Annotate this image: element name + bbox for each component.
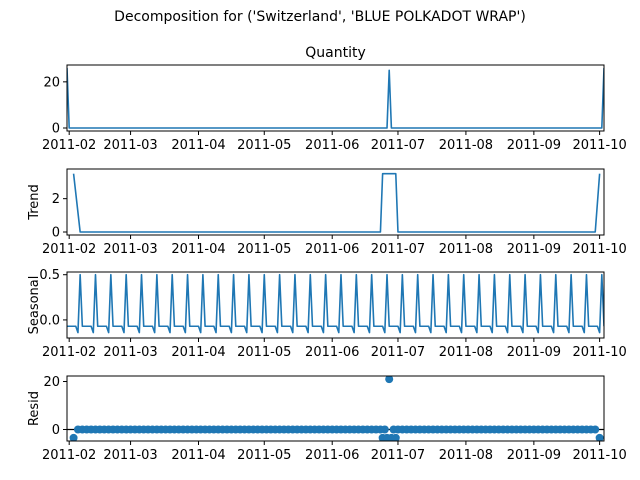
x-tick-label-resid: 2011-06 bbox=[305, 448, 359, 463]
x-tick-label-trend: 2011-09 bbox=[507, 242, 561, 257]
x-tick-label-quantity: 2011-10 bbox=[572, 138, 626, 153]
x-tick-label-quantity: 2011-05 bbox=[237, 138, 291, 153]
x-tick-label-resid: 2011-03 bbox=[103, 448, 157, 463]
quantity-line bbox=[67, 67, 604, 129]
x-tick-label-quantity: 2011-02 bbox=[42, 138, 96, 153]
trend-ylabel: Trend bbox=[27, 184, 42, 221]
quantity-title: Quantity bbox=[305, 45, 366, 61]
panel-seasonal: 0.0 0.5 2011-02 2011-03 2011-04 2011-05 2011-0… bbox=[27, 268, 627, 360]
y-tick-label-resid: 20 bbox=[43, 375, 60, 390]
x-tick-label-trend: 2011-06 bbox=[305, 242, 359, 257]
y-tick-label-seasonal: 0.0 bbox=[39, 313, 60, 328]
resid-point bbox=[380, 425, 389, 434]
seasonal-ylabel: Seasonal bbox=[27, 276, 42, 335]
x-tick-label-resid: 2011-10 bbox=[572, 448, 626, 463]
x-tick-label-quantity: 2011-03 bbox=[103, 138, 157, 153]
x-tick-label-resid: 2011-05 bbox=[237, 448, 291, 463]
resid-point bbox=[69, 433, 78, 441]
resid-point bbox=[595, 433, 604, 441]
y-tick-label-resid: 0 bbox=[52, 423, 60, 438]
plot-area-resid bbox=[67, 376, 604, 441]
x-tick-label-trend: 2011-05 bbox=[237, 242, 291, 257]
plot-area-quantity bbox=[67, 67, 604, 129]
resid-point bbox=[391, 433, 400, 441]
x-tick-label-seasonal: 2011-03 bbox=[103, 345, 157, 360]
y-tick-label-trend: 2 bbox=[52, 192, 60, 207]
panel-trend: 0 2 2011-02 2011-03 2011-04 2011-05 2011-06 201… bbox=[27, 168, 627, 257]
axes-frame-seasonal bbox=[66, 271, 605, 339]
x-tick-label-seasonal: 2011-06 bbox=[305, 345, 359, 360]
x-tick-label-trend: 2011-02 bbox=[42, 242, 96, 257]
plot-area-trend bbox=[72, 172, 601, 233]
resid-point bbox=[591, 425, 600, 434]
x-tick-label-seasonal: 2011-10 bbox=[572, 345, 626, 360]
x-tick-label-seasonal: 2011-02 bbox=[42, 345, 96, 360]
y-tick-label-quantity: 20 bbox=[43, 75, 60, 90]
axes-frame-resid bbox=[66, 375, 605, 442]
y-tick-label-seasonal: 0.5 bbox=[39, 268, 60, 283]
x-tick-label-resid: 2011-07 bbox=[371, 448, 425, 463]
x-tick-label-quantity: 2011-06 bbox=[305, 138, 359, 153]
x-tick-label-quantity: 2011-09 bbox=[507, 138, 561, 153]
panel-resid: 0 20 2011-02 2011-03 2011-04 2011-05 2011-06 20… bbox=[27, 375, 627, 463]
x-tick-label-resid: 2011-02 bbox=[42, 448, 96, 463]
axes-frame-quantity bbox=[66, 64, 605, 132]
x-tick-label-seasonal: 2011-07 bbox=[371, 345, 425, 360]
x-tick-label-trend: 2011-10 bbox=[572, 242, 626, 257]
axes-frame-trend bbox=[66, 168, 605, 236]
x-tick-label-resid: 2011-04 bbox=[171, 448, 225, 463]
resid-ylabel: Resid bbox=[27, 391, 42, 426]
plot-area-seasonal bbox=[67, 273, 604, 334]
x-tick-label-quantity: 2011-07 bbox=[371, 138, 425, 153]
x-tick-label-quantity: 2011-04 bbox=[171, 138, 225, 153]
x-tick-label-seasonal: 2011-04 bbox=[171, 345, 225, 360]
x-tick-label-seasonal: 2011-05 bbox=[237, 345, 291, 360]
resid-point bbox=[385, 376, 394, 384]
figure-title: Decomposition for ('Switzerland', 'BLUE … bbox=[114, 9, 526, 25]
y-tick-label-quantity: 0 bbox=[52, 122, 60, 137]
x-tick-label-trend: 2011-07 bbox=[371, 242, 425, 257]
seasonal-line bbox=[67, 273, 604, 334]
x-tick-label-trend: 2011-08 bbox=[439, 242, 493, 257]
panel-quantity: 0 20 2011-02 2011-03 2011-04 2011-05 2011-06 20… bbox=[42, 45, 627, 153]
x-tick-label-resid: 2011-09 bbox=[507, 448, 561, 463]
y-tick-label-trend: 0 bbox=[52, 226, 60, 241]
x-tick-label-seasonal: 2011-08 bbox=[439, 345, 493, 360]
x-tick-label-resid: 2011-08 bbox=[439, 448, 493, 463]
x-tick-label-trend: 2011-03 bbox=[103, 242, 157, 257]
x-tick-label-quantity: 2011-08 bbox=[439, 138, 493, 153]
x-tick-label-seasonal: 2011-09 bbox=[507, 345, 561, 360]
x-tick-label-trend: 2011-04 bbox=[171, 242, 225, 257]
trend-line bbox=[72, 172, 601, 233]
